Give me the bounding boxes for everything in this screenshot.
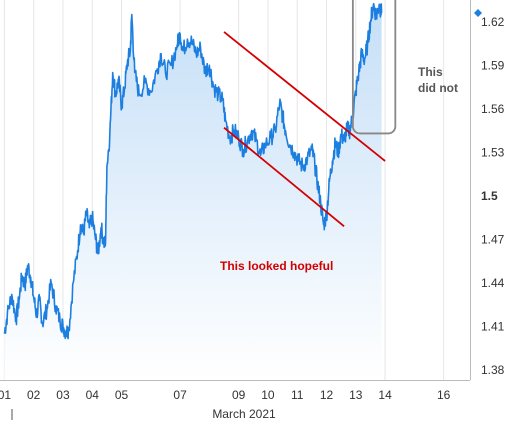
series-area-fill bbox=[4, 3, 382, 380]
annotations: This looked hopeful This did not bbox=[220, 65, 458, 273]
y-tick-label-1-47: 1.47 bbox=[481, 232, 505, 246]
last-value-marker bbox=[474, 9, 482, 18]
series-line bbox=[3, 2, 383, 340]
series-area bbox=[4, 3, 382, 380]
x-tick-label-13: 13 bbox=[349, 388, 363, 402]
y-tick-label-1-56: 1.56 bbox=[481, 102, 505, 116]
x-tick-label-07: 07 bbox=[173, 388, 187, 402]
annotation-did-not: did not bbox=[418, 81, 458, 95]
y-tick-label-1-62: 1.62 bbox=[481, 15, 505, 29]
series-line-group bbox=[3, 2, 383, 340]
channel-line-upper bbox=[223, 31, 386, 162]
y-tick-label-1-5: 1.5 bbox=[481, 189, 498, 203]
y-tick-label-1-41: 1.41 bbox=[481, 319, 505, 333]
x-tick-label-11: 11 bbox=[291, 388, 304, 402]
x-tick-label-14: 14 bbox=[378, 388, 392, 402]
annotation-this-looked-hopeful: This looked hopeful bbox=[220, 259, 333, 273]
channel-line-lower bbox=[223, 126, 345, 227]
x-tick-label-03: 03 bbox=[56, 388, 70, 402]
x-tick-label-10: 10 bbox=[261, 388, 275, 402]
highlight-box bbox=[351, 0, 397, 135]
channel-lines bbox=[223, 31, 386, 227]
y-tick-label-1-44: 1.44 bbox=[481, 276, 505, 290]
x-tick-labels: 01 02 03 04 05 07 09 10 11 12 13 14 16 bbox=[0, 388, 451, 402]
x-tick-label-04: 04 bbox=[86, 388, 100, 402]
y-tick-label-1-38: 1.38 bbox=[481, 363, 505, 377]
highlight-box-group bbox=[351, 0, 397, 135]
x-axis-title: March 2021 bbox=[212, 407, 276, 421]
x-tick-label-01: 01 bbox=[0, 388, 11, 402]
y-tick-labels: 1.38 1.41 1.44 1.47 1.5 1.53 1.56 1.59 1.62 bbox=[474, 9, 505, 377]
annotation-this: This bbox=[418, 65, 443, 79]
x-tick-label-16: 16 bbox=[437, 388, 451, 402]
y-tick-label-1-53: 1.53 bbox=[481, 145, 505, 159]
x-tick-label-02: 02 bbox=[27, 388, 41, 402]
x-tick-label-05: 05 bbox=[115, 388, 129, 402]
x-tick-label-12: 12 bbox=[320, 388, 334, 402]
axes bbox=[0, 0, 471, 420]
y-tick-label-1-59: 1.59 bbox=[481, 58, 505, 72]
x-tick-label-09: 09 bbox=[232, 388, 246, 402]
